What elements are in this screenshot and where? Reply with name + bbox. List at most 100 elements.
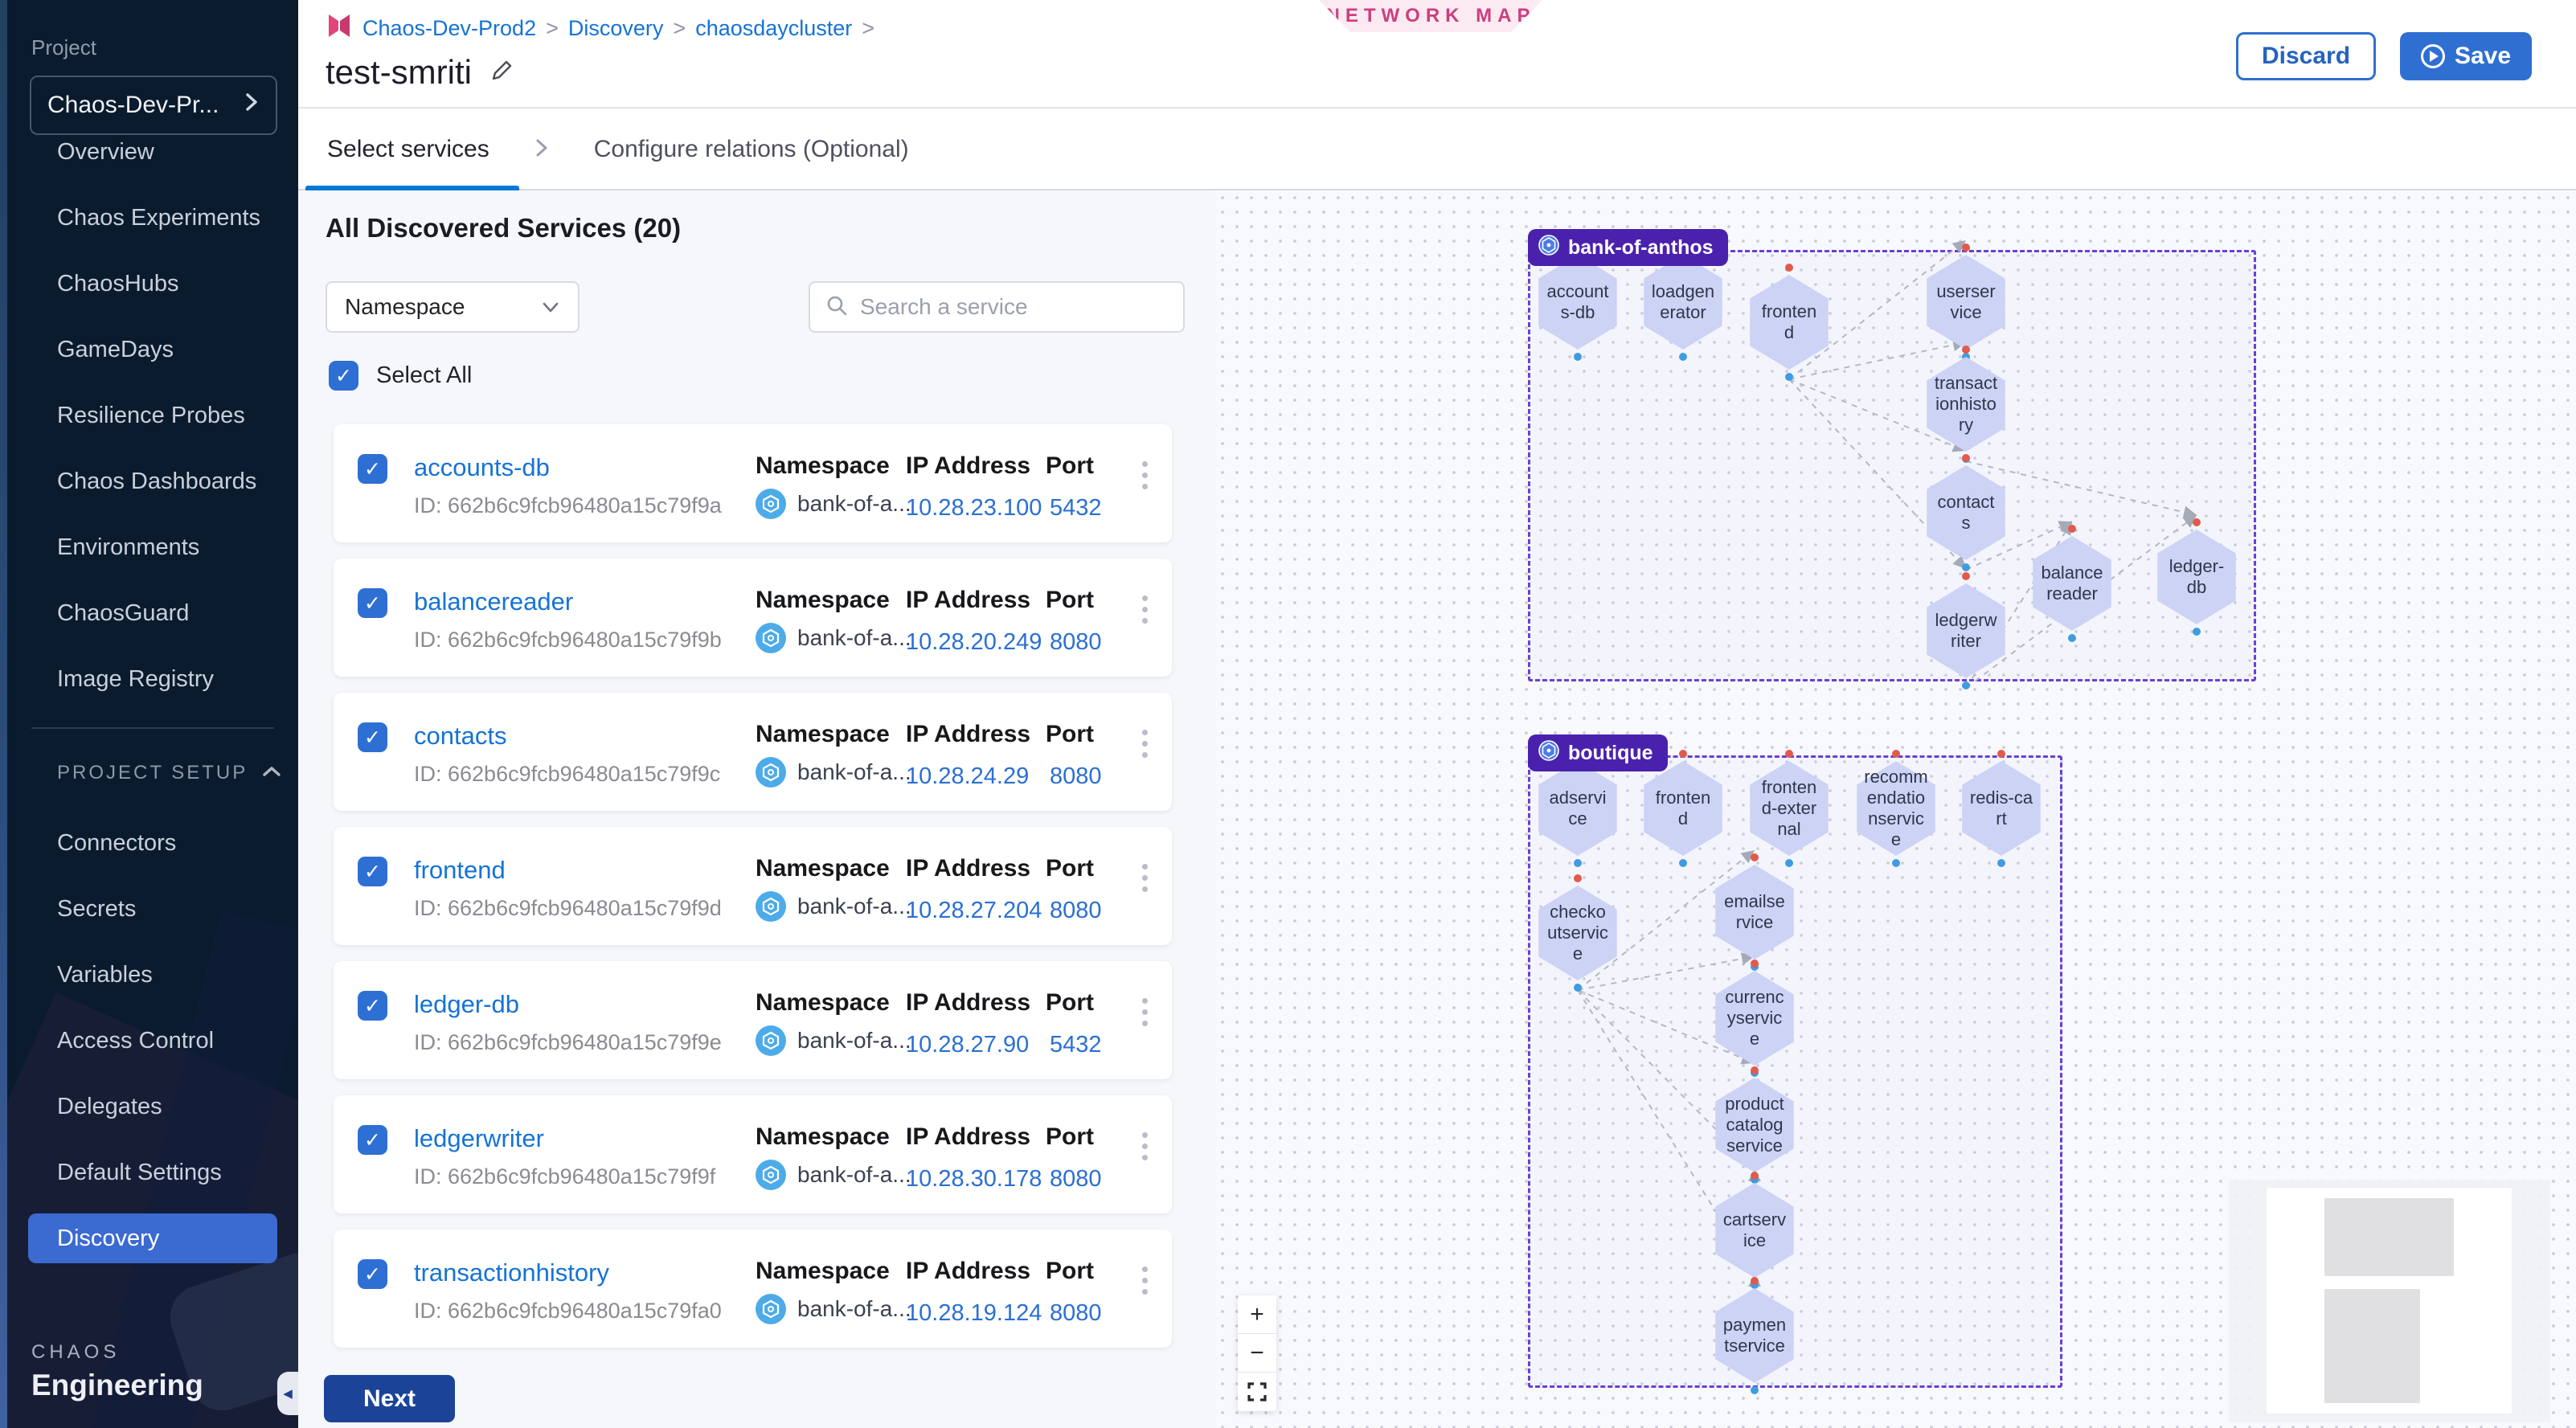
ip-address-value[interactable]: 10.28.30.178 — [906, 1166, 1042, 1192]
service-name-link[interactable]: transactionhistory — [414, 1258, 609, 1287]
breadcrumb-cluster[interactable]: chaosdaycluster — [695, 16, 853, 40]
port-value[interactable]: 5432 — [1050, 1032, 1102, 1058]
sidebar-item-chaos-dashboards[interactable]: Chaos Dashboards — [57, 468, 257, 494]
service-checkbox[interactable]: ✓ — [358, 588, 387, 618]
zoom-in-button[interactable]: + — [1238, 1295, 1276, 1334]
save-button[interactable]: Save — [2400, 32, 2532, 80]
sidebar-item-overview[interactable]: Overview — [57, 138, 154, 165]
kebab-menu-icon[interactable] — [1137, 456, 1153, 494]
namespace-text: bank-of-a... — [797, 491, 911, 516]
sidebar-item-connectors[interactable]: Connectors — [57, 829, 177, 856]
service-node-loadgenerator[interactable]: loadgenerator — [1640, 243, 1726, 361]
service-node-label: userservice — [1936, 281, 1996, 322]
sidebar-item-chaos-experiments[interactable]: Chaos Experiments — [57, 204, 261, 231]
sidebar-item-environments[interactable]: Environments — [57, 534, 200, 560]
kebab-menu-icon[interactable] — [1137, 993, 1153, 1031]
service-node-productcatalogservice[interactable]: productcatalogservice — [1712, 1066, 1797, 1184]
tab-select-services[interactable]: Select services — [327, 136, 489, 162]
service-node-transactionhistory[interactable]: transactionhistory — [1923, 346, 2009, 463]
edit-pencil-icon[interactable] — [488, 57, 515, 88]
ip-address-value[interactable]: 10.28.27.90 — [906, 1032, 1030, 1058]
port-value[interactable]: 8080 — [1050, 763, 1102, 789]
ip-address-value[interactable]: 10.28.19.124 — [906, 1300, 1042, 1326]
service-node-contacts[interactable]: contacts — [1923, 454, 2009, 571]
kebab-menu-icon[interactable] — [1137, 1262, 1153, 1299]
service-checkbox[interactable]: ✓ — [358, 722, 387, 752]
zoom-out-button[interactable]: − — [1238, 1334, 1276, 1373]
sidebar-item-chaoshubs[interactable]: ChaosHubs — [57, 270, 179, 297]
service-name-link[interactable]: ledgerwriter — [414, 1124, 544, 1152]
sidebar-item-image-registry[interactable]: Image Registry — [57, 665, 215, 692]
service-node-paymentservice[interactable]: paymentservice — [1712, 1277, 1797, 1394]
ip-address-value[interactable]: 10.28.23.100 — [906, 495, 1042, 521]
port-value[interactable]: 8080 — [1050, 629, 1102, 655]
ip-address-value[interactable]: 10.28.20.249 — [906, 629, 1042, 655]
service-node-checkoutservice[interactable]: checkoutservice — [1535, 874, 1620, 992]
kebab-menu-icon[interactable] — [1137, 725, 1153, 763]
kebab-menu-icon[interactable] — [1137, 859, 1153, 897]
module-nav-strip[interactable] — [0, 0, 7, 1428]
port-value[interactable]: 8080 — [1050, 898, 1102, 923]
service-node-frontend-external[interactable]: frontend-external — [1747, 750, 1832, 867]
service-node-redis-cart[interactable]: redis-cart — [1959, 750, 2044, 867]
service-name-link[interactable]: accounts-db — [414, 453, 550, 481]
port-value[interactable]: 8080 — [1050, 1166, 1102, 1192]
sidebar-collapse-button[interactable]: ◀ — [277, 1372, 298, 1415]
fullscreen-button[interactable] — [1238, 1373, 1276, 1411]
next-button[interactable]: Next — [324, 1375, 455, 1422]
service-node-recommendationservice[interactable]: recommendationservice — [1853, 750, 1939, 867]
service-node-frontend[interactable]: frontend — [1747, 264, 1832, 381]
network-map-pane[interactable]: + − bank-of-anthos accounts-db loadgenerat… — [1215, 190, 2576, 1428]
select-all-checkbox[interactable]: ✓ — [329, 361, 358, 391]
cluster-badge-boutique[interactable]: boutique — [1528, 734, 1668, 771]
sidebar-item-discovery[interactable]: Discovery — [28, 1213, 277, 1263]
sidebar-item-access-control[interactable]: Access Control — [57, 1027, 215, 1054]
service-node-accounts-db[interactable]: accounts-db — [1535, 243, 1620, 361]
sidebar-item-chaosguard[interactable]: ChaosGuard — [57, 599, 190, 626]
ip-address-value[interactable]: 10.28.27.204 — [906, 898, 1042, 923]
service-checkbox[interactable]: ✓ — [358, 991, 387, 1021]
breadcrumb-project[interactable]: Chaos-Dev-Prod2 — [362, 16, 537, 40]
sidebar-item-secrets[interactable]: Secrets — [57, 895, 137, 922]
service-name-link[interactable]: contacts — [414, 722, 507, 750]
service-node-currencyservice[interactable]: currencyservice — [1712, 960, 1797, 1077]
service-id: ID: 662b6c9fcb96480a15c79f9e — [414, 1030, 722, 1054]
port-value[interactable]: 8080 — [1050, 1300, 1102, 1326]
kebab-menu-icon[interactable] — [1137, 591, 1153, 628]
service-node-emailservice[interactable]: emailservice — [1712, 853, 1797, 971]
service-checkbox[interactable]: ✓ — [358, 454, 387, 484]
kebab-menu-icon[interactable] — [1137, 1127, 1153, 1165]
hexagon-shape — [1644, 255, 1722, 350]
project-selector[interactable]: Chaos-Dev-Pr... — [30, 76, 277, 135]
service-id: ID: 662b6c9fcb96480a15c79f9d — [414, 896, 722, 920]
service-name-link[interactable]: ledger-db — [414, 990, 519, 1018]
sidebar-item-gamedays[interactable]: GameDays — [57, 336, 174, 362]
cluster-badge-bank-of-anthos[interactable]: bank-of-anthos — [1528, 229, 1728, 266]
service-node-frontend[interactable]: frontend — [1640, 750, 1726, 867]
sidebar-item-default-settings[interactable]: Default Settings — [57, 1159, 222, 1185]
service-node-ledgerwriter[interactable]: ledgerwriter — [1923, 572, 2009, 689]
service-node-ledger-db[interactable]: ledger-db — [2154, 518, 2239, 636]
service-name-link[interactable]: balancereader — [414, 587, 574, 616]
search-input[interactable] — [860, 294, 1169, 320]
service-node-balancereader[interactable]: balancereader — [2029, 525, 2115, 642]
service-node-adservice[interactable]: adservice — [1535, 750, 1620, 867]
tab-configure-relations[interactable]: Configure relations (Optional) — [593, 136, 909, 162]
map-minimap[interactable] — [2229, 1180, 2550, 1422]
breadcrumb-discovery[interactable]: Discovery — [567, 16, 664, 40]
service-node-cartservice[interactable]: cartservice — [1712, 1172, 1797, 1289]
port-column-header: Port — [1046, 587, 1094, 613]
service-checkbox[interactable]: ✓ — [358, 857, 387, 886]
service-checkbox[interactable]: ✓ — [358, 1259, 387, 1289]
namespace-filter-dropdown[interactable]: Namespace — [326, 281, 579, 333]
project-setup-section-toggle[interactable]: PROJECT SETUP — [57, 762, 282, 784]
service-checkbox[interactable]: ✓ — [358, 1125, 387, 1155]
sidebar-item-delegates[interactable]: Delegates — [57, 1093, 162, 1119]
ip-address-value[interactable]: 10.28.24.29 — [906, 763, 1030, 789]
sidebar-item-variables[interactable]: Variables — [57, 961, 153, 988]
discard-button[interactable]: Discard — [2236, 32, 2376, 80]
service-node-userservice[interactable]: userservice — [1923, 243, 2009, 361]
port-value[interactable]: 5432 — [1050, 495, 1102, 521]
service-name-link[interactable]: frontend — [414, 856, 506, 884]
sidebar-item-resilience-probes[interactable]: Resilience Probes — [57, 402, 245, 428]
